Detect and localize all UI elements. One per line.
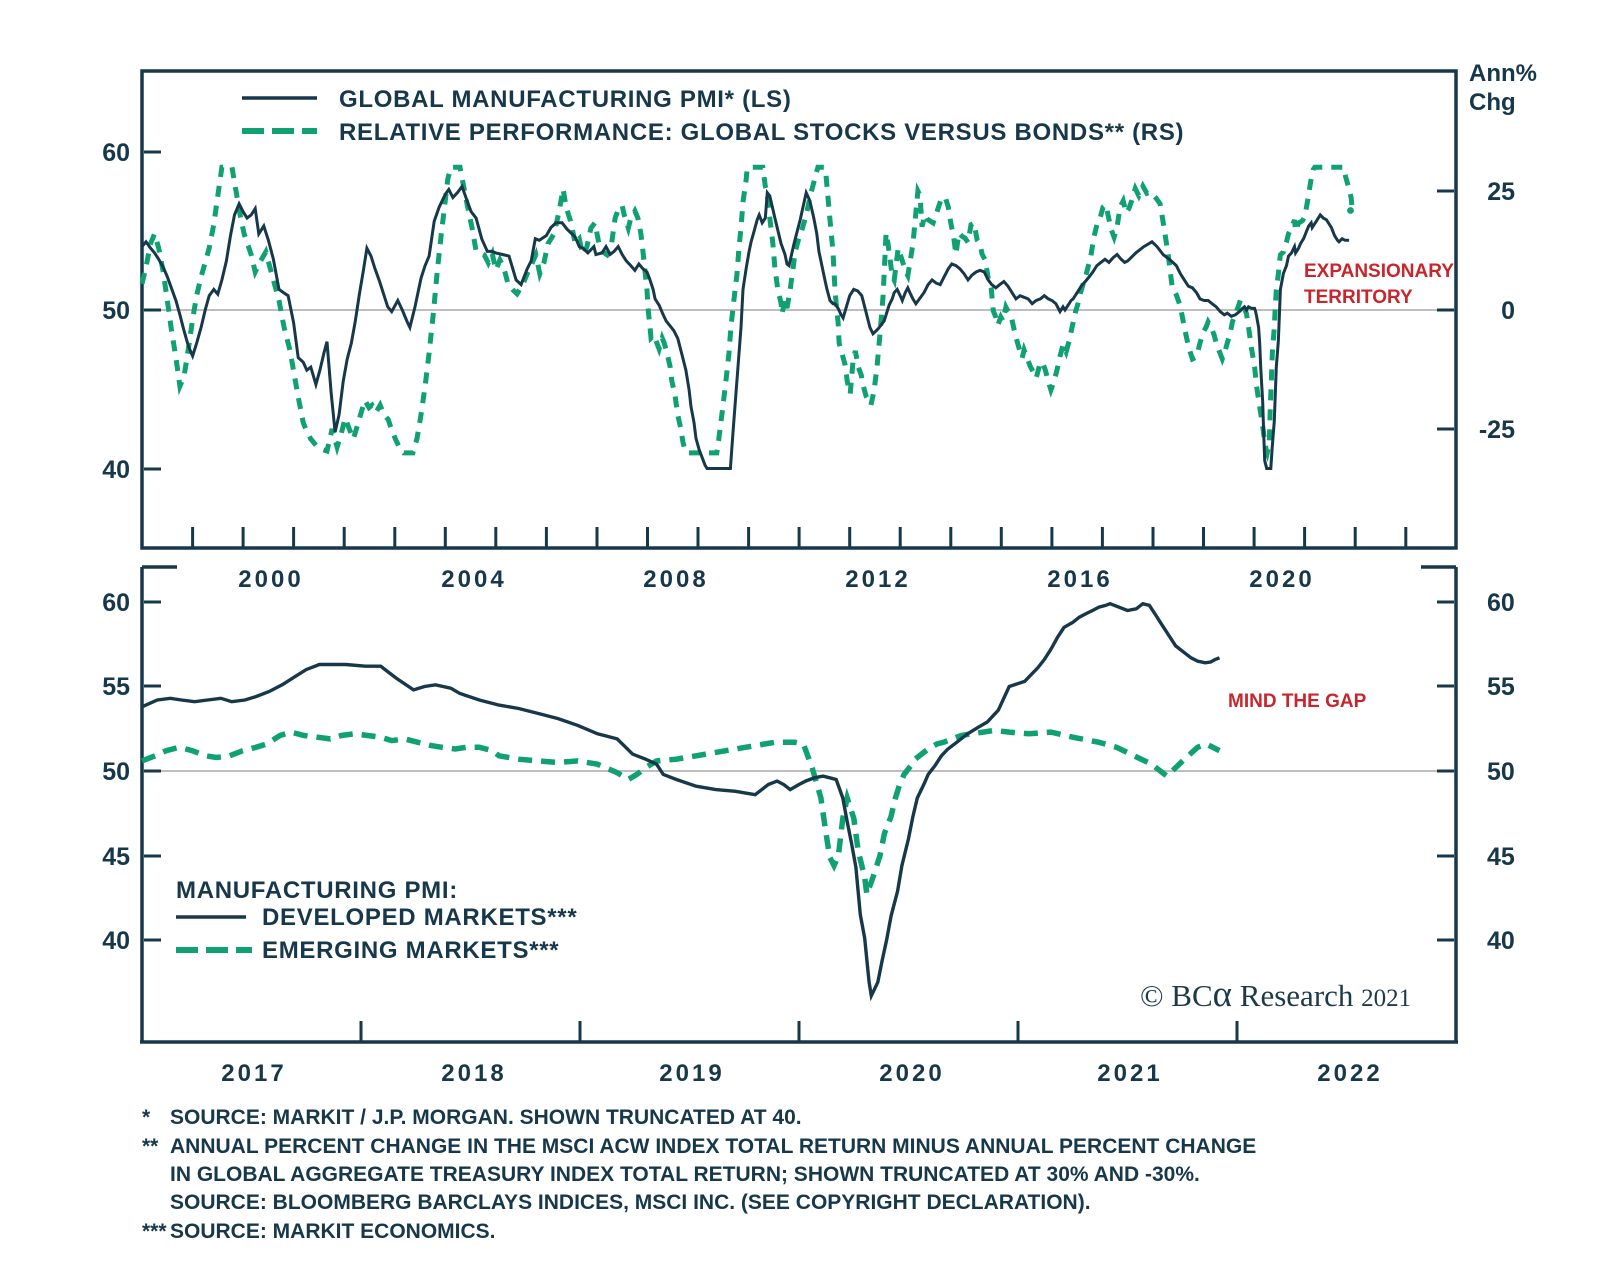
svg-text:**: ** xyxy=(142,1135,159,1158)
svg-text:40: 40 xyxy=(102,456,130,484)
svg-text:SOURCE: BLOOMBERG BARCLAYS IND: SOURCE: BLOOMBERG BARCLAYS INDICES, MSCI… xyxy=(170,1191,1091,1214)
svg-text:2004: 2004 xyxy=(441,566,506,593)
svg-text:© BCα Research 2021: © BCα Research 2021 xyxy=(1140,974,1411,1015)
svg-text:2020: 2020 xyxy=(1249,566,1314,593)
svg-text:EXPANSIONARY: EXPANSIONARY xyxy=(1304,261,1454,282)
svg-text:GLOBAL MANUFACTURING PMI* (LS): GLOBAL MANUFACTURING PMI* (LS) xyxy=(339,86,792,113)
svg-text:2000: 2000 xyxy=(238,566,303,593)
svg-text:2018: 2018 xyxy=(441,1060,506,1087)
svg-text:2019: 2019 xyxy=(659,1060,724,1087)
svg-text:RELATIVE PERFORMANCE: GLOBAL S: RELATIVE PERFORMANCE: GLOBAL STOCKS VERS… xyxy=(339,119,1184,146)
svg-text:2012: 2012 xyxy=(845,566,910,593)
svg-text:EMERGING MARKETS***: EMERGING MARKETS*** xyxy=(262,937,559,964)
svg-text:MIND THE GAP: MIND THE GAP xyxy=(1228,691,1367,712)
svg-text:*: * xyxy=(142,1106,151,1129)
svg-text:2017: 2017 xyxy=(221,1060,286,1087)
svg-text:-25: -25 xyxy=(1479,416,1515,444)
svg-text:TERRITORY: TERRITORY xyxy=(1304,287,1413,308)
svg-text:2016: 2016 xyxy=(1047,566,1112,593)
svg-text:0: 0 xyxy=(1501,297,1515,325)
svg-text:***: *** xyxy=(142,1220,167,1243)
svg-text:DEVELOPED MARKETS***: DEVELOPED MARKETS*** xyxy=(262,904,577,931)
svg-text:40: 40 xyxy=(102,927,130,955)
svg-text:MANUFACTURING PMI:: MANUFACTURING PMI: xyxy=(176,877,458,904)
svg-text:2008: 2008 xyxy=(643,566,708,593)
svg-text:50: 50 xyxy=(102,297,130,325)
svg-text:40: 40 xyxy=(1487,927,1515,955)
svg-text:55: 55 xyxy=(1487,673,1515,701)
svg-text:SOURCE: MARKIT ECONOMICS.: SOURCE: MARKIT ECONOMICS. xyxy=(170,1220,496,1243)
svg-text:55: 55 xyxy=(102,673,130,701)
svg-text:50: 50 xyxy=(1487,758,1515,786)
svg-text:60: 60 xyxy=(102,139,130,167)
svg-text:60: 60 xyxy=(1487,589,1515,617)
svg-text:SOURCE: MARKIT / J.P. MORGAN.: SOURCE: MARKIT / J.P. MORGAN. SHOWN TRUN… xyxy=(170,1106,802,1129)
svg-text:IN GLOBAL AGGREGATE TREASURY I: IN GLOBAL AGGREGATE TREASURY INDEX TOTAL… xyxy=(170,1163,1200,1186)
svg-text:2020: 2020 xyxy=(879,1060,944,1087)
svg-text:45: 45 xyxy=(102,843,130,871)
svg-text:2021: 2021 xyxy=(1097,1060,1162,1087)
svg-text:45: 45 xyxy=(1487,843,1515,871)
svg-text:50: 50 xyxy=(102,758,130,786)
svg-text:ANNUAL PERCENT CHANGE IN THE M: ANNUAL PERCENT CHANGE IN THE MSCI ACW IN… xyxy=(170,1135,1256,1158)
svg-text:60: 60 xyxy=(102,589,130,617)
svg-text:2022: 2022 xyxy=(1317,1060,1382,1087)
svg-text:Ann%: Ann% xyxy=(1469,60,1537,87)
svg-text:25: 25 xyxy=(1487,178,1515,206)
svg-text:Chg: Chg xyxy=(1469,89,1516,116)
